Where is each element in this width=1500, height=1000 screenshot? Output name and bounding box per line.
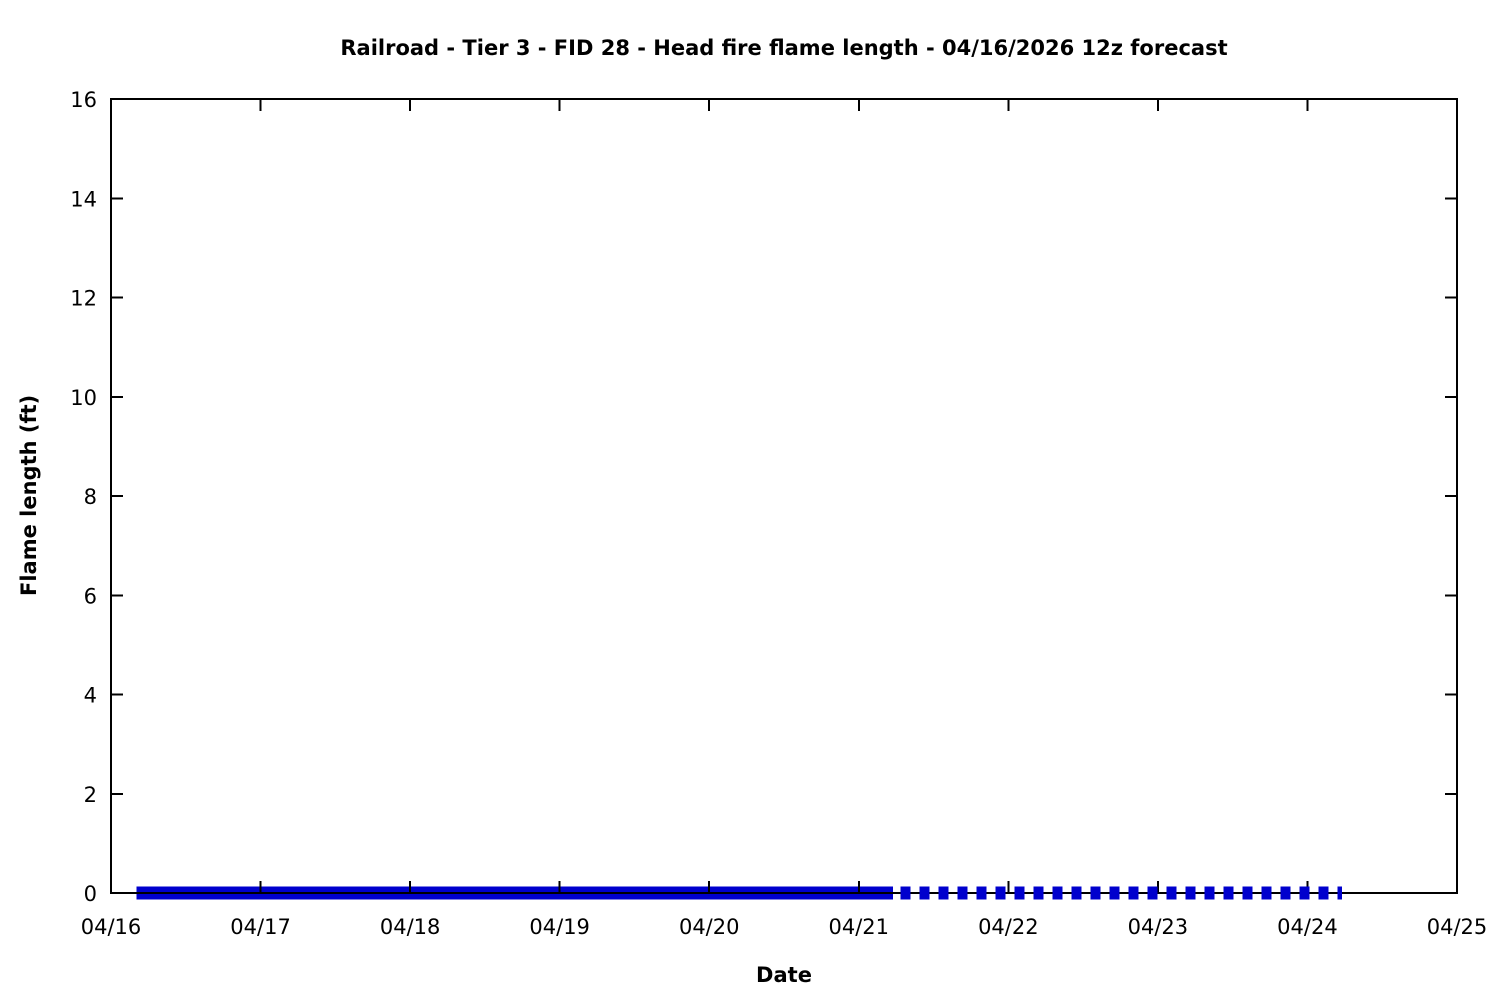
x-tick-label: 04/21 bbox=[829, 915, 890, 939]
x-tick-label: 04/22 bbox=[978, 915, 1039, 939]
y-tick-label: 10 bbox=[70, 386, 97, 410]
x-tick-label: 04/25 bbox=[1427, 915, 1488, 939]
y-tick-label: 4 bbox=[84, 684, 97, 708]
x-tick-label: 04/23 bbox=[1128, 915, 1189, 939]
y-tick-label: 16 bbox=[70, 88, 97, 112]
y-tick-label: 6 bbox=[84, 584, 97, 608]
y-tick-label: 14 bbox=[70, 187, 97, 211]
x-tick-label: 04/16 bbox=[81, 915, 142, 939]
plot-border bbox=[110, 98, 1458, 894]
x-tick-label: 04/18 bbox=[380, 915, 441, 939]
y-tick-label: 8 bbox=[84, 485, 97, 509]
x-tick-label: 04/20 bbox=[679, 915, 740, 939]
x-tick-label: 04/24 bbox=[1277, 915, 1338, 939]
x-axis-label: Date bbox=[756, 963, 812, 987]
x-tick-label: 04/19 bbox=[529, 915, 590, 939]
y-tick-label: 0 bbox=[84, 882, 97, 906]
y-tick-label: 12 bbox=[70, 287, 97, 311]
axes bbox=[110, 98, 1458, 894]
x-tick-label: 04/17 bbox=[230, 915, 291, 939]
chart-title: Railroad - Tier 3 - FID 28 - Head fire f… bbox=[340, 36, 1228, 60]
y-tick-label: 2 bbox=[84, 783, 97, 807]
tick-labels: 04/16 04/17 04/18 04/19 04/20 04/21 04/22 04/23… bbox=[70, 88, 1487, 939]
